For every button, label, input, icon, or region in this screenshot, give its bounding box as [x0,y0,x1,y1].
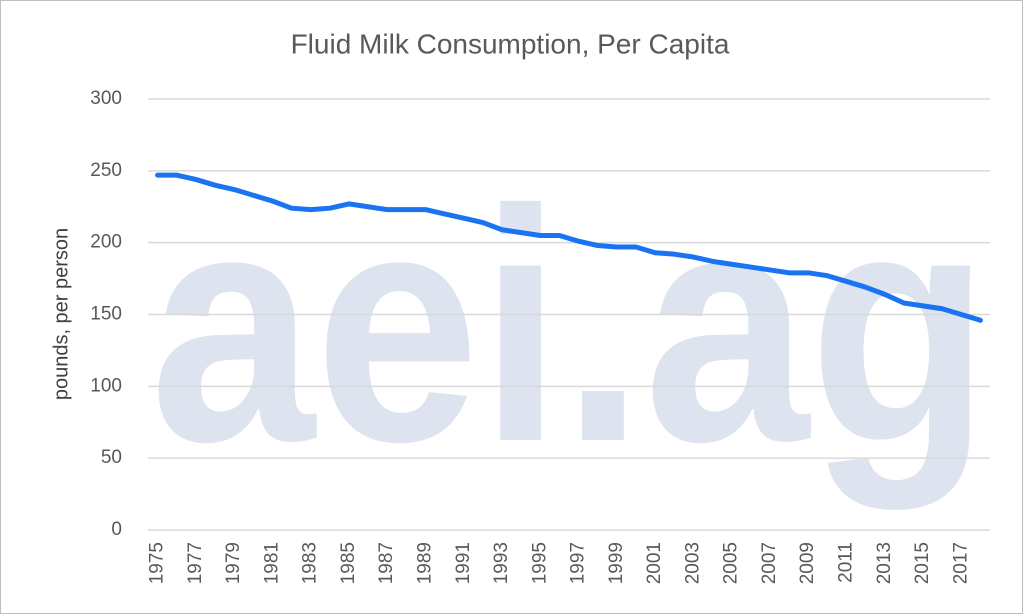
x-tick-label: 2013 [874,542,895,584]
x-tick-label: 1997 [568,542,589,584]
x-tick-label: 1991 [453,542,474,584]
data-line [155,172,983,323]
x-tick-label: 2005 [721,542,742,584]
chart-title: Fluid Milk Consumption, Per Capita [291,28,730,59]
y-tick-label: 300 [90,88,122,109]
y-tick-label: 100 [90,375,122,396]
x-tick-label: 1999 [606,542,627,584]
x-tick-label: 2015 [912,542,933,584]
x-tick-label: 1995 [529,542,550,584]
y-tick-label: 150 [90,304,122,325]
x-tick-label: 1977 [185,542,206,584]
x-tick-label: 1975 [147,542,168,584]
y-tick-label: 0 [111,519,122,540]
x-tick-label: 1983 [300,542,321,584]
x-tick-label: 2003 [682,542,703,584]
y-axis-label: pounds, per person [50,228,72,400]
x-tick-label: 1985 [338,542,359,584]
x-tick-label: 1989 [414,542,435,584]
x-tick-label: 1987 [376,542,397,584]
watermark: aei.ag [150,141,990,512]
x-tick-label: 1979 [223,542,244,584]
x-tick-label: 2011 [835,542,856,583]
y-tick-label: 200 [90,232,122,253]
x-tick-label: 2001 [644,542,665,584]
x-tick-label: 2017 [950,542,971,584]
y-tick-label: 50 [101,447,122,468]
x-tick-label: 2007 [759,542,780,584]
x-tick-label: 2009 [797,542,818,584]
x-tick-label: 1981 [261,542,282,584]
x-tick-label: 1993 [491,542,512,584]
y-tick-label: 250 [90,160,122,181]
